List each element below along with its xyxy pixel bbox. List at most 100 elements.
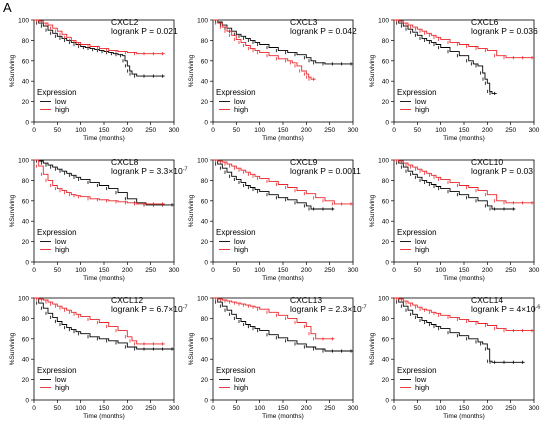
gene-label: CXCL3 <box>290 17 318 27</box>
y-tick-label: 0 <box>385 398 389 405</box>
x-tick-label: 300 <box>529 127 540 134</box>
x-tick-label: 250 <box>145 127 156 134</box>
y-tick-label: 100 <box>197 158 208 165</box>
x-tick-label: 100 <box>75 267 86 274</box>
figure-panel-letter: A <box>3 0 12 15</box>
y-axis-label: %Surviving <box>9 194 16 227</box>
x-tick-label: 200 <box>482 405 493 412</box>
y-tick-label: 60 <box>22 58 30 65</box>
y-tick-label: 40 <box>382 219 390 226</box>
legend-title: Expression <box>37 228 77 237</box>
y-tick-label: 40 <box>201 79 209 86</box>
y-tick-label: 40 <box>22 357 30 364</box>
y-axis-label: %Surviving <box>188 194 195 227</box>
y-tick-label: 80 <box>382 38 390 45</box>
gene-label: CXCL13 <box>290 295 322 305</box>
x-axis-label: Time (months) <box>83 413 125 420</box>
survival-curve-high <box>213 297 335 340</box>
legend-item-low: low <box>234 237 246 246</box>
x-tick-label: 300 <box>169 267 180 274</box>
y-tick-label: 20 <box>201 239 209 246</box>
x-tick-label: 150 <box>459 267 470 274</box>
y-tick-label: 60 <box>382 58 390 65</box>
x-tick-label: 200 <box>122 405 133 412</box>
x-tick-label: 200 <box>482 127 493 134</box>
y-tick-label: 20 <box>201 99 209 106</box>
y-tick-label: 20 <box>22 239 30 246</box>
x-tick-label: 250 <box>145 267 156 274</box>
x-tick-label: 250 <box>505 267 516 274</box>
x-tick-label: 50 <box>414 267 422 274</box>
y-tick-label: 100 <box>197 296 208 303</box>
x-tick-label: 250 <box>505 405 516 412</box>
legend-item-high: high <box>234 105 248 114</box>
y-tick-label: 0 <box>204 260 208 267</box>
km-panel-cxcl14: 0 20 40 60 80 100 0 50 100 150 200 250 300 Time (mont… <box>369 295 540 420</box>
y-tick-label: 0 <box>25 120 29 127</box>
x-tick-label: 250 <box>505 127 516 134</box>
x-axis-label: Time (months) <box>262 275 304 282</box>
x-tick-label: 50 <box>414 405 422 412</box>
y-tick-label: 40 <box>201 357 209 364</box>
x-tick-label: 50 <box>233 267 241 274</box>
legend-item-low: low <box>234 375 246 384</box>
y-tick-label: 0 <box>204 398 208 405</box>
x-axis-label: Time (months) <box>443 275 485 282</box>
survival-curve-high <box>34 19 165 55</box>
x-tick-label: 150 <box>278 405 289 412</box>
y-tick-label: 80 <box>382 316 390 323</box>
logrank-label: logrank P = 0.042 <box>290 26 357 36</box>
y-tick-label: 0 <box>25 260 29 267</box>
x-tick-label: 0 <box>211 405 215 412</box>
km-panel-cxcl9: 0 20 40 60 80 100 0 50 100 150 200 250 300 Time (mont… <box>188 157 361 282</box>
x-tick-label: 150 <box>99 405 110 412</box>
x-tick-label: 150 <box>278 127 289 134</box>
x-tick-label: 100 <box>435 127 446 134</box>
legend-item-high: high <box>55 383 69 392</box>
legend-title: Expression <box>397 228 437 237</box>
gene-label: CXCL12 <box>111 295 143 305</box>
y-tick-label: 60 <box>22 198 30 205</box>
legend-title: Expression <box>216 88 256 97</box>
km-panel-cxcl12: 0 20 40 60 80 100 0 50 100 150 200 250 300 Time (mont… <box>9 295 188 420</box>
x-axis-label: Time (months) <box>443 135 485 142</box>
legend-title: Expression <box>397 366 437 375</box>
logrank-exponent: -7 <box>183 305 188 311</box>
y-tick-label: 60 <box>382 336 390 343</box>
survival-curve-low <box>34 19 165 77</box>
legend-item-low: low <box>415 97 427 106</box>
x-tick-label: 0 <box>211 127 215 134</box>
y-tick-label: 40 <box>382 79 390 86</box>
x-axis-label: Time (months) <box>262 135 304 142</box>
gene-label: CXCL10 <box>471 157 503 167</box>
survival-curve-high <box>394 159 534 204</box>
x-tick-label: 100 <box>435 267 446 274</box>
legend-item-high: high <box>55 245 69 254</box>
y-tick-label: 40 <box>382 357 390 364</box>
x-tick-label: 300 <box>348 267 359 274</box>
gene-label: CXCL6 <box>471 17 499 27</box>
x-tick-label: 100 <box>254 405 265 412</box>
x-tick-label: 50 <box>414 127 422 134</box>
y-tick-label: 20 <box>382 99 390 106</box>
y-tick-label: 100 <box>18 296 29 303</box>
survival-curve-high <box>394 297 534 332</box>
gene-label: CXCL14 <box>471 295 503 305</box>
y-tick-label: 20 <box>201 377 209 384</box>
x-tick-label: 300 <box>529 267 540 274</box>
y-tick-label: 60 <box>201 198 209 205</box>
logrank-label: logrank P = 6.7×10-7 <box>111 304 188 314</box>
x-tick-label: 200 <box>301 127 312 134</box>
x-tick-label: 150 <box>459 405 470 412</box>
x-tick-label: 300 <box>348 127 359 134</box>
y-tick-label: 100 <box>378 296 389 303</box>
km-panel-cxcl8: 0 20 40 60 80 100 0 50 100 150 200 250 300 Time (mont… <box>9 157 188 282</box>
x-tick-label: 0 <box>32 405 36 412</box>
legend-item-high: high <box>234 383 248 392</box>
logrank-label: logrank P = 0.03 <box>471 166 533 176</box>
y-tick-label: 100 <box>378 18 389 25</box>
y-tick-label: 0 <box>25 398 29 405</box>
y-axis-label: %Surviving <box>9 54 16 87</box>
survival-curve-low <box>394 19 497 94</box>
km-panel-cxcl10: 0 20 40 60 80 100 0 50 100 150 200 250 300 Time (mont… <box>369 157 540 282</box>
